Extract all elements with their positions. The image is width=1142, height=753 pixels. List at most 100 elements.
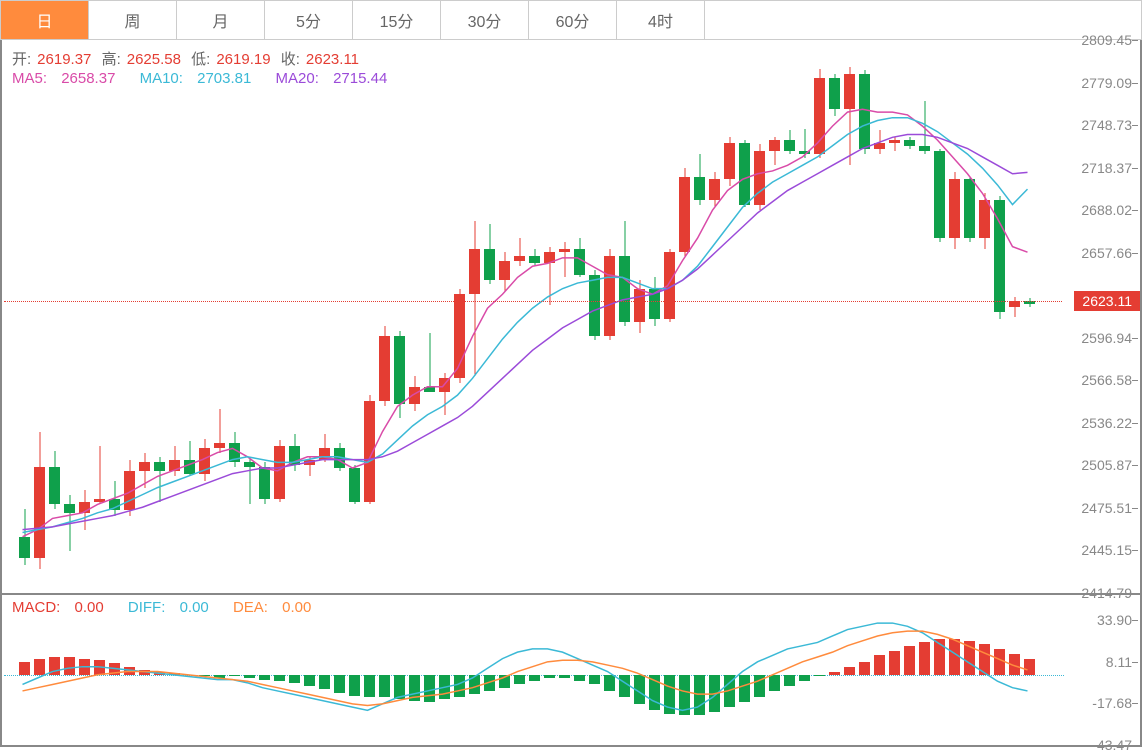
y-tick: 2688.02 <box>1081 202 1132 218</box>
y-tick: 2566.58 <box>1081 372 1132 388</box>
candle <box>514 238 525 266</box>
y-tick: 2596.94 <box>1081 330 1132 346</box>
candle <box>739 140 750 207</box>
macd-bar <box>289 675 300 683</box>
macd-bar <box>469 675 480 694</box>
candle <box>199 439 210 481</box>
candle <box>844 67 855 165</box>
macd-bar <box>214 675 225 678</box>
candle <box>19 509 30 565</box>
macd-bar <box>199 675 210 677</box>
candle <box>289 434 300 470</box>
tab-30分[interactable]: 30分 <box>441 1 529 39</box>
macd-bar <box>304 675 315 686</box>
candle <box>274 440 285 502</box>
macd-bar <box>619 675 630 698</box>
current-price-marker: 2623.11 <box>1074 291 1140 311</box>
candle <box>364 395 375 504</box>
macd-chart[interactable]: MACD: 0.00 DIFF: 0.00 DEA: 0.00 -43.47-1… <box>0 595 1142 747</box>
macd-bar <box>319 675 330 690</box>
macd-bar <box>874 655 885 674</box>
macd-bar <box>919 642 930 674</box>
macd-bar <box>439 675 450 699</box>
macd-bar <box>784 675 795 686</box>
timeframe-tabs: 日周月5分15分30分60分4时 <box>0 0 1142 40</box>
candle <box>79 490 90 529</box>
macd-bar <box>994 649 1005 675</box>
macd-bar <box>559 675 570 678</box>
candle <box>544 247 555 306</box>
macd-bar <box>739 675 750 702</box>
candle <box>829 74 840 116</box>
macd-bar <box>409 675 420 701</box>
macd-bar <box>424 675 435 702</box>
candle <box>859 70 870 154</box>
candle <box>949 172 960 249</box>
macd-bar <box>244 675 255 678</box>
tab-日[interactable]: 日 <box>1 1 89 39</box>
candle <box>304 457 315 477</box>
candle <box>529 249 540 266</box>
tab-5分[interactable]: 5分 <box>265 1 353 39</box>
macd-bar <box>139 670 150 675</box>
macd-y-tick: 33.90 <box>1097 612 1132 628</box>
candle <box>229 432 240 467</box>
macd-bar <box>949 639 960 675</box>
tab-4时[interactable]: 4时 <box>617 1 705 39</box>
candle <box>634 280 645 333</box>
macd-bar <box>634 675 645 704</box>
y-tick: 2505.87 <box>1081 457 1132 473</box>
candle <box>574 238 585 277</box>
candle <box>904 137 915 148</box>
candle <box>244 457 255 505</box>
candle <box>334 443 345 471</box>
candle <box>124 460 135 516</box>
candle <box>724 137 735 186</box>
y-tick: 2748.73 <box>1081 117 1132 133</box>
tab-月[interactable]: 月 <box>177 1 265 39</box>
macd-bar <box>499 675 510 688</box>
candle <box>694 154 705 204</box>
macd-bar <box>694 675 705 715</box>
candle <box>64 495 75 551</box>
tab-60分[interactable]: 60分 <box>529 1 617 39</box>
macd-bar <box>349 675 360 696</box>
macd-bar <box>94 660 105 675</box>
candle <box>319 434 330 462</box>
macd-y-tick: -43.47 <box>1092 737 1132 753</box>
macd-bar <box>829 672 840 675</box>
macd-bar <box>259 675 270 680</box>
candle <box>184 441 195 476</box>
candle <box>109 481 120 516</box>
candle <box>979 193 990 249</box>
candle-canvas <box>4 40 1064 593</box>
macd-bar <box>889 651 900 675</box>
candle <box>214 409 225 452</box>
price-chart[interactable]: 开:2619.37 高:2625.58 低:2619.19 收:2623.11 … <box>0 40 1142 595</box>
macd-y-tick: -17.68 <box>1092 695 1132 711</box>
macd-bar <box>754 675 765 698</box>
candle <box>259 462 270 504</box>
macd-bar <box>769 675 780 691</box>
macd-bar <box>724 675 735 707</box>
tab-周[interactable]: 周 <box>89 1 177 39</box>
candle <box>394 331 405 418</box>
macd-bar <box>709 675 720 712</box>
candle <box>1009 297 1020 317</box>
candle <box>424 333 435 392</box>
macd-bar <box>649 675 660 711</box>
macd-bar <box>859 662 870 675</box>
y-tick: 2779.09 <box>1081 75 1132 91</box>
tab-15分[interactable]: 15分 <box>353 1 441 39</box>
macd-canvas <box>4 595 1064 745</box>
y-tick: 2718.37 <box>1081 160 1132 176</box>
candle <box>1024 298 1035 306</box>
macd-bar <box>64 657 75 675</box>
macd-bar <box>364 675 375 698</box>
macd-bar <box>844 667 855 675</box>
candle <box>49 451 60 508</box>
candle <box>499 252 510 291</box>
candle <box>559 242 570 277</box>
candle <box>379 326 390 406</box>
macd-bar <box>529 675 540 681</box>
